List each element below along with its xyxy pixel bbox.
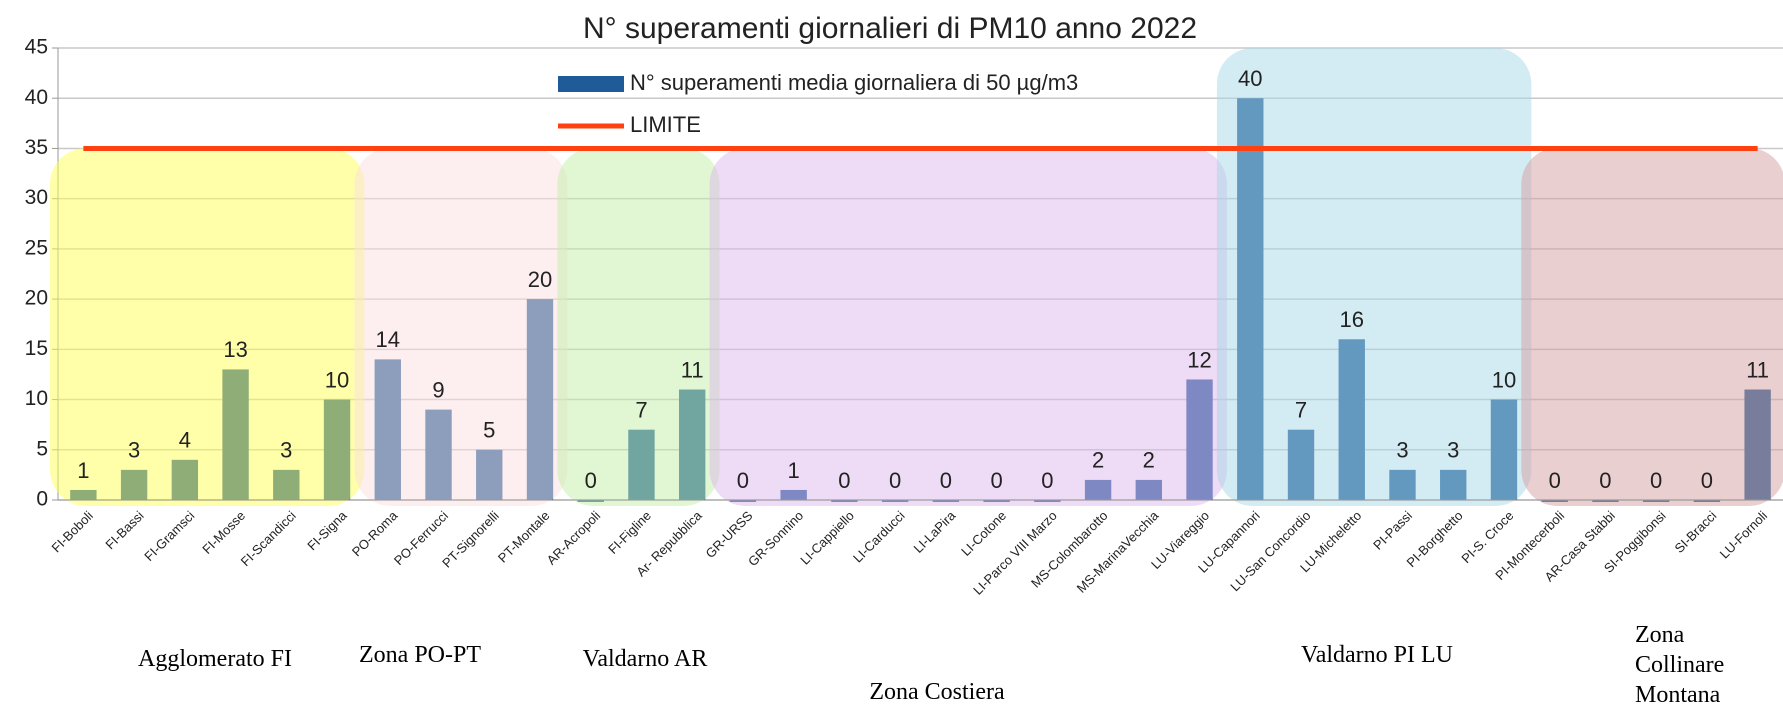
y-tick-label: 25 [25,236,48,259]
zone-region [557,148,720,506]
zone-label-line: Zona [1635,622,1685,648]
zone-label: Agglomerato FI [138,646,292,672]
value-label: 0 [1041,468,1053,493]
value-label: 4 [179,428,191,453]
zone-label-line: Montana [1635,682,1721,708]
x-tick-label: LI-Cappiello [797,508,857,568]
value-label: 0 [838,468,850,493]
zone-label-line: Valdarno AR [583,646,708,672]
y-tick-label: 40 [25,86,48,109]
zone-label-line: Agglomerato FI [138,646,292,672]
x-tick-label: FI-Boboli [49,508,96,555]
zone-label-line: Zona Costiera [869,679,1005,705]
zone-label: Zona Costiera [869,679,1005,705]
value-label: 3 [1396,438,1408,463]
zone-label-line: Valdarno PI LU [1301,642,1453,668]
x-tick-label: FI-Bassi [102,508,146,552]
value-label: 0 [1549,468,1561,493]
value-label: 0 [889,468,901,493]
legend-label: LIMITE [630,112,701,137]
value-label: 40 [1238,66,1262,91]
value-label: 0 [585,468,597,493]
value-label: 7 [635,398,647,423]
x-tick-label: LI-Parco VIII Marzo [970,508,1060,598]
x-tick-label: LI-Cotone [958,508,1009,559]
value-label: 11 [1746,357,1769,382]
value-label: 9 [432,377,444,402]
x-tick-label: FI-Gramsci [141,508,197,564]
x-tick-label: AR-Acropoli [544,508,604,568]
value-label: 7 [1295,398,1307,423]
zone-region [1216,48,1532,506]
y-tick-label: 0 [36,488,48,511]
y-tick-label: 35 [25,136,48,159]
zone-region [1521,148,1783,506]
value-label: 0 [1599,468,1611,493]
value-label: 2 [1143,448,1155,473]
value-label: 13 [223,337,247,362]
value-label: 16 [1340,307,1364,332]
legend-label: N° superamenti media giornaliera di 50 µ… [630,70,1078,95]
value-label: 0 [1650,468,1662,493]
value-label: 0 [940,468,952,493]
y-tick-label: 15 [25,337,48,360]
value-label: 12 [1187,347,1211,372]
y-tick-label: 45 [25,36,48,59]
x-tick-label: SI-Bracci [1672,508,1720,556]
x-tick-label: LI-LaPira [911,507,959,555]
x-tick-label: FI-Signa [304,507,350,553]
x-tick-label: GR-URSS [702,508,755,561]
zone-region [50,148,365,506]
x-tick-label: GR-Sonnino [745,508,806,569]
x-tick-label: PI-Passi [1370,508,1415,553]
zone-label-line: Collinare [1635,652,1724,678]
zone-region [709,148,1227,506]
value-label: 10 [325,367,349,392]
zone-region [354,148,568,506]
value-label: 5 [483,418,495,443]
x-tick-label: LU-Fornoli [1717,508,1771,562]
value-label: 0 [990,468,1002,493]
value-label: 3 [280,438,292,463]
legend-swatch [558,76,624,92]
y-tick-label: 5 [36,437,48,460]
y-tick-label: 20 [25,287,48,310]
y-tick-label: 30 [25,186,48,209]
x-tick-label: FI-Mosse [199,508,248,557]
value-label: 1 [77,458,89,483]
value-label: 11 [681,357,704,382]
x-tick-label: FI-Scandicci [238,508,299,569]
zone-label: Valdarno PI LU [1301,642,1453,668]
value-label: 10 [1492,367,1516,392]
x-tick-label: FI-Figline [605,508,654,557]
x-tick-label: PO-Roma [349,507,401,559]
zone-label: Zona Collinare Montana [1635,622,1724,708]
zone-label: Zona PO-PT [359,642,481,668]
value-label: 20 [528,267,552,292]
value-label: 0 [737,468,749,493]
value-label: 0 [1701,468,1713,493]
value-label: 1 [788,458,800,483]
value-label: 3 [1447,438,1459,463]
y-tick-label: 10 [25,387,48,410]
zone-label-line: Zona PO-PT [359,642,481,668]
zone-label: Valdarno AR [583,646,708,672]
value-label: 2 [1092,448,1104,473]
chart-title: N° superamenti giornalieri di PM10 anno … [583,12,1197,45]
value-label: 14 [376,327,400,352]
value-label: 3 [128,438,140,463]
x-tick-label: LI-Carducci [850,508,908,566]
